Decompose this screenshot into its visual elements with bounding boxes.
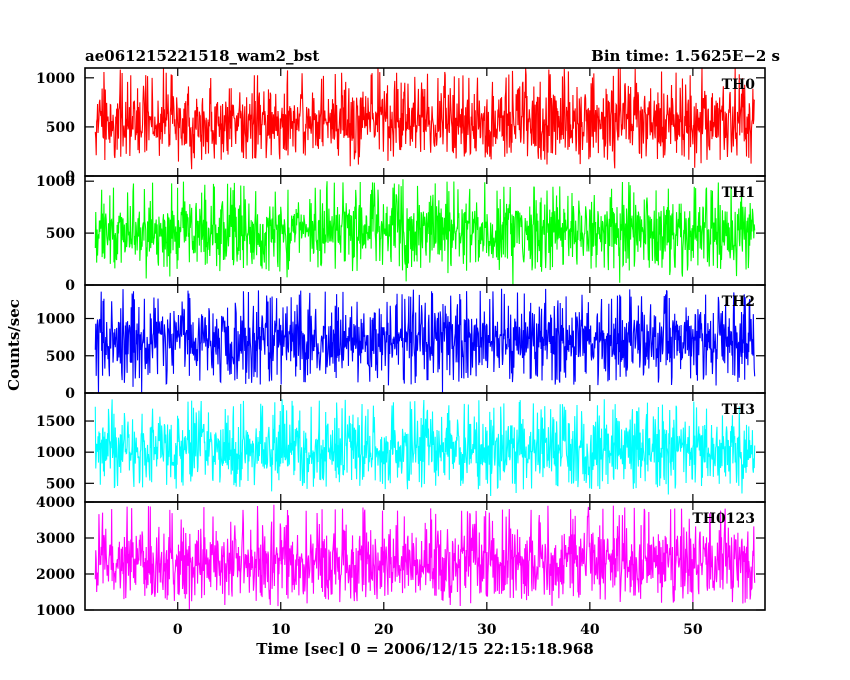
y-tick-label: 3000 xyxy=(36,531,75,547)
panel-frame xyxy=(84,501,766,611)
x-tick-label: 0 xyxy=(173,622,183,638)
x-tick-label: 10 xyxy=(271,622,291,638)
panel-label-th3: TH3 xyxy=(722,402,755,418)
panel-th2: 0 500 1000 TH2 xyxy=(36,284,766,402)
y-tick-label: 0 xyxy=(65,169,75,185)
y-tick-label: 1000 xyxy=(36,174,75,190)
panel-th0: 0 500 1000 TH0 xyxy=(36,67,766,185)
panel-th1: 0 500 1000 TH1 xyxy=(36,174,766,294)
panel-th3: 500 1000 1500 TH3 xyxy=(36,392,766,503)
y-tick-label: 500 xyxy=(46,226,75,242)
y-tick-label: 1000 xyxy=(36,603,75,619)
y-tick-label: 2000 xyxy=(36,567,75,583)
panel-label-th0: TH0 xyxy=(722,77,756,93)
y-axis-label: Counts/sec xyxy=(5,299,23,391)
y-tick-label: 500 xyxy=(46,349,75,365)
y-tick-label: 1000 xyxy=(36,71,75,87)
series-line-th3 xyxy=(94,399,756,497)
y-tick-label: 0 xyxy=(65,386,75,402)
x-tick-label: 50 xyxy=(683,622,703,638)
series-line-th2 xyxy=(94,288,756,394)
panel-label-th2: TH2 xyxy=(722,294,755,310)
x-axis-label: Time [sec] 0 = 2006/12/15 22:15:18.968 xyxy=(256,640,593,658)
series-line-th0123 xyxy=(94,504,756,611)
series-line-th0 xyxy=(94,68,756,170)
x-tick-label: 30 xyxy=(477,622,497,638)
y-tick-label: 1000 xyxy=(36,312,75,328)
y-tick-label: 0 xyxy=(65,278,75,294)
y-tick-label: 1000 xyxy=(36,445,75,461)
y-tick-label: 500 xyxy=(46,120,75,136)
chart-title-left: ae061215221518_wam2_bst xyxy=(85,47,319,65)
panel-label-th0123: TH0123 xyxy=(692,511,755,527)
chart-title-right: Bin time: 1.5625E−2 s xyxy=(591,47,780,65)
x-tick-label: 20 xyxy=(374,622,394,638)
series-line-th1 xyxy=(94,179,756,286)
panel-label-th1: TH1 xyxy=(722,185,755,201)
y-tick-label: 4000 xyxy=(36,495,75,511)
y-tick-label: 500 xyxy=(46,476,75,492)
y-tick-label: 1500 xyxy=(36,414,75,430)
panel-th0123: 1000 2000 3000 4000 0 10 20 30 40 50 TH0123 xyxy=(36,495,766,638)
x-tick-label: 40 xyxy=(580,622,600,638)
